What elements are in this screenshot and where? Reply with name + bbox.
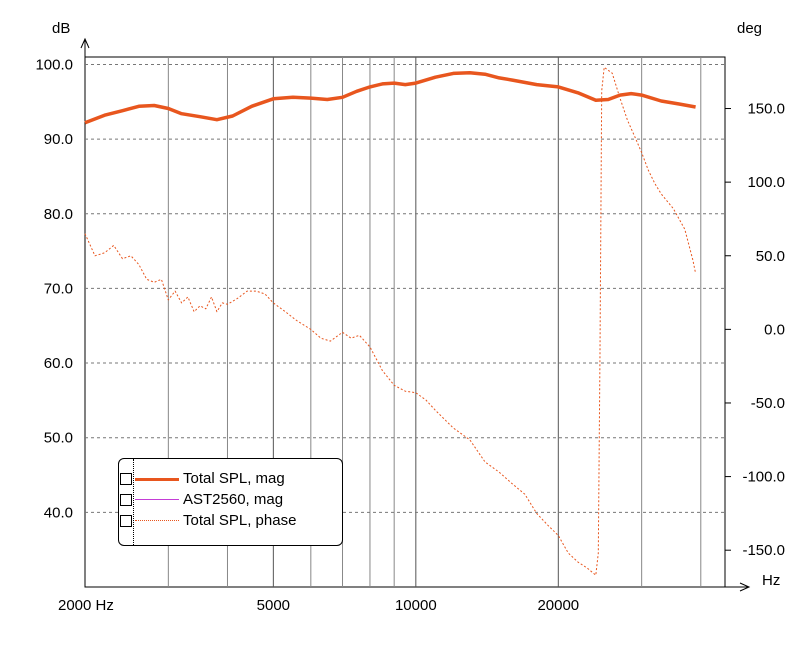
legend-checkbox-total-spl-phase[interactable] [120,515,132,527]
y-right-tick-label-0: 150.0 [747,101,785,118]
legend-label-ast2560-mag: AST2560, mag [183,491,284,508]
y-left-tick-label-6: 40.0 [44,504,73,521]
x-tick-label-3: 20000 [537,597,579,614]
y-right-tick-label-6: -150.0 [742,542,785,559]
legend-item-total-spl-mag: Total SPL, mag [119,469,344,489]
y-left-tick-label-4: 60.0 [44,355,73,372]
x-tick-label-2: 10000 [395,597,437,614]
y-right-unit-label: deg [737,20,762,37]
y-left-tick-label-0: 100.0 [35,56,73,73]
legend-checkbox-total-spl-mag[interactable] [120,473,132,485]
x-tick-label-0: 2000 Hz [58,597,114,614]
legend-item-ast2560-mag: AST2560, mag [119,490,344,510]
legend-label-total-spl-phase: Total SPL, phase [183,512,297,529]
y-left-tick-label-1: 90.0 [44,131,73,148]
y-left-tick-label-5: 50.0 [44,430,73,447]
legend-item-total-spl-phase: Total SPL, phase [119,511,344,531]
legend-swatch-total-spl-phase [135,520,179,521]
series-line-2 [84,66,697,576]
y-left-tick-label-3: 70.0 [44,280,73,297]
x-axis-arrow [739,582,751,592]
legend-label-total-spl-mag: Total SPL, mag [183,470,285,487]
y-right-tick-label-3: 0.0 [764,321,785,338]
legend-swatch-ast2560-mag [135,499,179,500]
x-tick-label-1: 5000 [257,597,290,614]
legend-checkbox-ast2560-mag[interactable] [120,494,132,506]
y-right-tick-label-2: 50.0 [756,248,785,265]
legend-swatch-total-spl-mag [135,478,179,481]
x-axis-end-label: Hz [762,572,780,589]
y-left-unit-label: dB [52,20,70,37]
legend-checkbox-rail [119,459,134,545]
y-right-tick-label-5: -100.0 [742,469,785,486]
y-left-tick-label-2: 80.0 [44,206,73,223]
y-right-tick-label-4: -50.0 [751,395,785,412]
y-right-tick-label-1: 100.0 [747,174,785,191]
series-line-0 [84,70,696,125]
y-axis-arrow [80,37,90,49]
legend: Total SPL, mag AST2560, mag Total SPL, p… [118,458,343,546]
